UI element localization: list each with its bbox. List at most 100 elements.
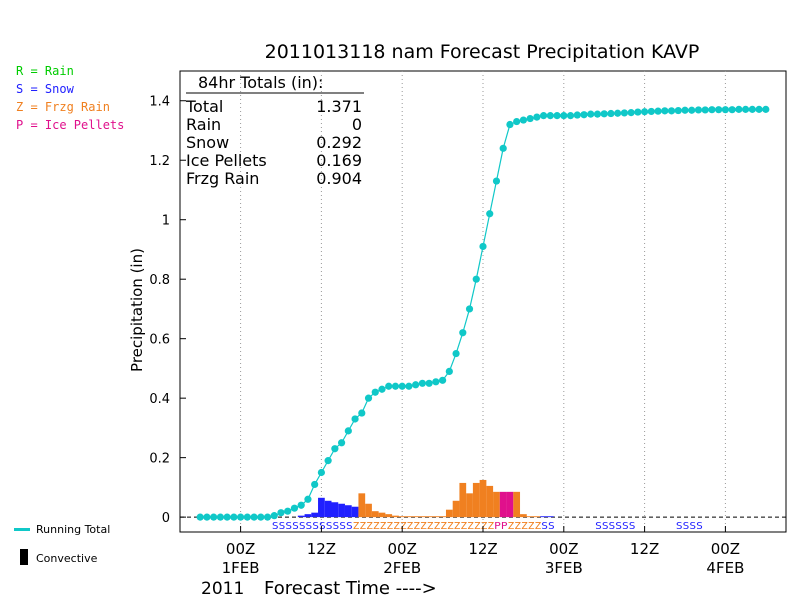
running-total-point xyxy=(681,106,689,114)
legend-frzg-rain: Z = Frzg Rain xyxy=(16,100,110,114)
running-total-point xyxy=(196,513,204,521)
running-total-point xyxy=(560,112,568,120)
precip-bar xyxy=(445,509,453,518)
precip-bar xyxy=(452,500,460,518)
running-total-point xyxy=(338,439,346,447)
running-total-point xyxy=(600,110,608,118)
running-total-point xyxy=(513,117,521,126)
running-total-point xyxy=(580,111,588,119)
legend-ice-pellets: P = Ice Pellets xyxy=(16,118,125,132)
running-total-point xyxy=(210,513,218,521)
precip-bar xyxy=(318,497,325,518)
running-total-point xyxy=(270,512,278,520)
legend-running-total-swatch xyxy=(14,528,30,531)
precip-bar xyxy=(506,491,514,518)
running-total-point xyxy=(620,109,629,117)
totals-row-label: Total xyxy=(185,97,223,116)
running-total-series xyxy=(196,105,770,521)
legend-rain: R = Rain xyxy=(16,64,74,78)
precip-bar xyxy=(533,516,541,518)
totals-row-label: Frzg Rain xyxy=(186,169,259,188)
running-total-point xyxy=(263,513,272,521)
running-total-point xyxy=(748,105,756,113)
running-total-point xyxy=(290,504,299,512)
precip-bar xyxy=(405,516,413,518)
running-total-point xyxy=(479,242,487,251)
totals-row-value: 0.169 xyxy=(316,151,362,170)
x-tick-label: 12Z xyxy=(630,540,659,558)
running-total-point xyxy=(526,114,534,123)
y-tick-label: 1.2 xyxy=(149,154,170,169)
totals-row-value: 1.371 xyxy=(316,97,362,116)
x-tick-label: 00Z xyxy=(549,540,578,558)
running-total-point xyxy=(573,111,581,119)
running-total-point xyxy=(297,501,305,509)
precip-bar xyxy=(486,485,494,518)
running-total-point xyxy=(459,329,467,337)
running-total-point xyxy=(546,112,554,120)
precip-bar xyxy=(351,506,359,518)
x-tick-date-label: 1FEB xyxy=(222,559,260,577)
running-total-point xyxy=(755,105,763,113)
running-total-point xyxy=(439,376,447,384)
running-total-point xyxy=(405,382,413,390)
running-total-point xyxy=(311,480,319,489)
precip-bar xyxy=(546,516,554,518)
y-tick-label: 0 xyxy=(162,511,170,526)
x-tick-date-label: 3FEB xyxy=(545,559,583,577)
precip-bar xyxy=(338,503,345,518)
legend-convective-swatch xyxy=(20,549,28,565)
precip-type-label: PP xyxy=(494,521,507,532)
running-total-point xyxy=(237,513,245,521)
totals-row-label: Snow xyxy=(186,133,229,152)
running-total-point xyxy=(553,112,561,120)
running-total-point xyxy=(425,379,433,387)
x-tick-date-label: 4FEB xyxy=(706,559,744,577)
running-total-point xyxy=(661,107,669,115)
precip-bar xyxy=(499,491,507,518)
precip-bars xyxy=(297,479,554,518)
totals-row-value: 0.292 xyxy=(316,133,362,152)
running-total-point xyxy=(445,367,453,375)
y-axis-label: Precipitation (in) xyxy=(128,248,146,372)
precip-bar xyxy=(526,516,534,518)
running-total-point xyxy=(465,305,474,313)
running-total-point xyxy=(540,112,548,120)
precip-bar xyxy=(344,505,352,518)
legend-running-total: Running Total xyxy=(36,523,111,536)
running-total-point xyxy=(277,509,285,517)
running-total-point xyxy=(203,513,211,521)
running-total-point xyxy=(243,513,251,521)
running-total-point xyxy=(432,378,440,386)
precip-bar xyxy=(520,514,527,518)
y-tick-label: 0.6 xyxy=(149,333,170,348)
running-total-point xyxy=(499,144,507,152)
running-total-point xyxy=(284,507,292,515)
running-total-point xyxy=(364,394,373,402)
precip-type-label: ZZZZZ xyxy=(508,521,542,532)
running-total-point xyxy=(708,106,716,114)
running-total-point xyxy=(385,382,393,390)
precip-bar xyxy=(466,493,473,518)
precip-type-label: SSSSSS xyxy=(595,521,635,532)
gridlines xyxy=(180,71,786,532)
precip-bar xyxy=(365,503,372,518)
totals-header: 84hr Totals (in): xyxy=(198,73,323,92)
precip-bar xyxy=(331,502,339,518)
precip-type-row: SSSSSSSSSSSS ZZZZZZZZZZZZZZZZZZZZZ PP ZZZZZ… xyxy=(272,521,703,532)
running-total-point xyxy=(371,388,379,396)
running-total-point xyxy=(317,468,325,477)
running-total-point xyxy=(378,385,386,393)
x-tick-label: 12Z xyxy=(468,540,497,558)
running-total-point xyxy=(304,495,312,503)
running-total-point xyxy=(701,106,709,114)
running-total-point xyxy=(472,275,480,283)
precip-type-label: ZZZZZZZZZZZZZZZZZZZZZ xyxy=(353,521,494,532)
running-total-point xyxy=(735,105,743,113)
running-total-point xyxy=(593,110,602,118)
precip-bar xyxy=(472,482,480,518)
running-total-point xyxy=(566,112,575,120)
x-tick-label: 00Z xyxy=(388,540,417,558)
running-total-point xyxy=(519,116,528,124)
running-total-point xyxy=(358,409,366,417)
